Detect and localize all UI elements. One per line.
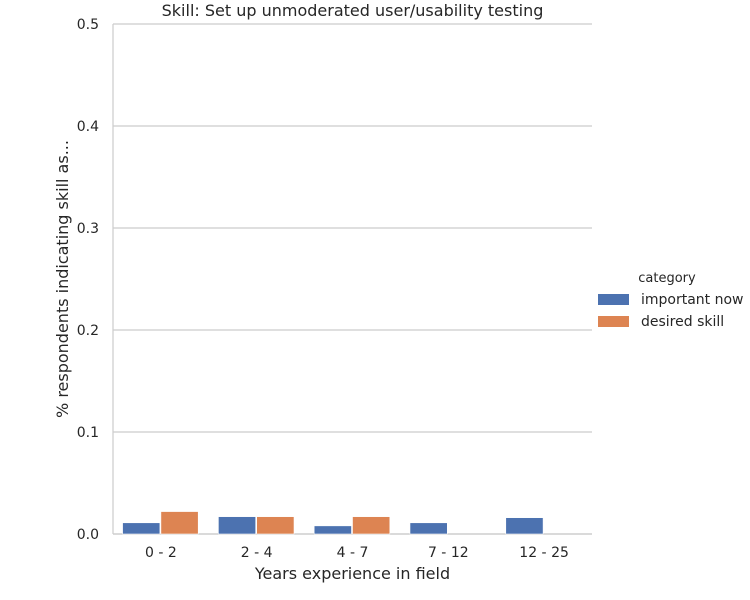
y-tick-label: 0.5: [77, 17, 99, 33]
x-tick-label: 0 - 2: [145, 545, 177, 561]
bar: [409, 522, 448, 535]
bar: [160, 511, 199, 535]
legend: category important now desired skill: [598, 271, 744, 330]
x-tick-label: 7 - 12: [428, 545, 469, 561]
bar: [505, 517, 544, 535]
bar: [218, 516, 257, 535]
x-tick-label: 4 - 7: [337, 545, 369, 561]
x-tick-label: 12 - 25: [519, 545, 569, 561]
y-tick-label: 0.3: [77, 221, 99, 237]
bar: [256, 516, 295, 535]
y-tick-label: 0.0: [77, 527, 99, 543]
legend-title: category: [638, 271, 696, 286]
legend-swatch: [598, 316, 629, 327]
bars: [122, 511, 544, 535]
x-tick-labels: 0 - 2 2 - 4 4 - 7 7 - 12 12 - 25: [145, 545, 569, 561]
bar: [122, 522, 161, 535]
y-axis-title: % respondents indicating skill as...: [53, 140, 72, 418]
legend-label: desired skill: [641, 314, 724, 330]
y-gridlines: [113, 23, 592, 535]
y-tick-label: 0.1: [77, 425, 99, 441]
legend-label: important now: [641, 292, 744, 308]
y-tick-labels: 0.0 0.1 0.2 0.3 0.4 0.5: [77, 17, 99, 543]
y-tick-label: 0.4: [77, 119, 99, 135]
chart-title: Skill: Set up unmoderated user/usability…: [162, 1, 544, 20]
bar: [313, 525, 352, 535]
x-tick-label: 2 - 4: [241, 545, 273, 561]
y-tick-label: 0.2: [77, 323, 99, 339]
bar: [352, 516, 391, 535]
legend-swatch: [598, 294, 629, 305]
x-axis-title: Years experience in field: [254, 564, 450, 583]
